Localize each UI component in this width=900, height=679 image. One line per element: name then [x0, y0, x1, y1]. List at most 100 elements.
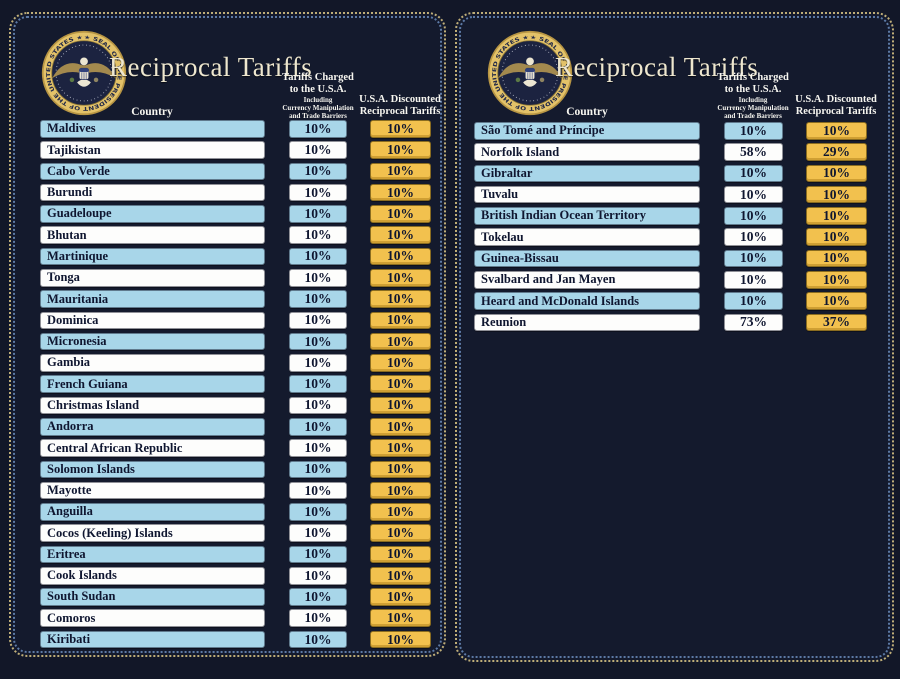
tariff-table: Maldives 10% 10% Tajikistan 10% 10% Cabo Verde… — [11, 120, 444, 652]
table-row: Maldives 10% 10% — [11, 120, 444, 138]
charged-tariff-cell: 10% — [724, 292, 783, 310]
country-cell: Micronesia — [40, 332, 265, 351]
table-row: Gibraltar 10% 10% — [457, 164, 892, 183]
charged-tariff-cell: 10% — [289, 460, 347, 479]
discounted-tariff-cell: 10% — [806, 122, 867, 140]
discounted-tariff-cell: 10% — [370, 120, 431, 138]
charged-header-fineprint: Including Currency Manipulation and Trad… — [253, 96, 383, 120]
column-header-charged: Tariffs Charged to the U.S.A. Including … — [253, 72, 383, 121]
fineprint-line3: and Trade Barriers — [289, 111, 347, 120]
discounted-tariff-cell: 10% — [806, 164, 867, 183]
discounted-tariff-cell: 10% — [370, 162, 431, 181]
charged-tariff-cell: 10% — [289, 503, 347, 521]
discounted-tariff-cell: 10% — [370, 354, 431, 372]
country-cell: Cook Islands — [40, 566, 265, 585]
country-cell: Solomon Islands — [40, 460, 265, 479]
table-row: Martinique 10% 10% — [11, 247, 444, 266]
table-row: Tuvalu 10% 10% — [457, 185, 892, 204]
table-row: Reunion 73% 37% — [457, 313, 892, 332]
country-cell: Tajikistan — [40, 141, 265, 159]
country-cell: Norfolk Island — [474, 143, 700, 161]
charged-header-line2: to the U.S.A. — [724, 84, 782, 96]
country-cell: Martinique — [40, 247, 265, 266]
table-row: South Sudan 10% 10% — [11, 588, 444, 606]
charged-tariff-cell: 10% — [289, 268, 347, 287]
country-cell: Tuvalu — [474, 185, 700, 204]
charged-tariff-cell: 10% — [289, 311, 347, 330]
discounted-tariff-cell: 10% — [370, 417, 431, 436]
discounted-header-line1: U.S.A. Discounted — [359, 94, 441, 105]
discounted-tariff-cell: 10% — [806, 185, 867, 204]
table-row: Mauritania 10% 10% — [11, 290, 444, 308]
discounted-tariff-cell: 10% — [806, 292, 867, 310]
charged-tariff-cell: 10% — [289, 332, 347, 351]
discounted-tariff-cell: 10% — [370, 183, 431, 202]
table-row: São Tomé and Príncipe 10% 10% — [457, 122, 892, 140]
country-cell: South Sudan — [40, 588, 265, 606]
country-cell: Burundi — [40, 183, 265, 202]
table-row: Heard and McDonald Islands 10% 10% — [457, 292, 892, 310]
table-row: Christmas Island 10% 10% — [11, 396, 444, 415]
table-row: Tajikistan 10% 10% — [11, 141, 444, 159]
table-row: Cook Islands 10% 10% — [11, 566, 444, 585]
country-cell: British Indian Ocean Territory — [474, 207, 700, 225]
table-row: French Guiana 10% 10% — [11, 375, 444, 393]
tariff-board-right: ★ SEAL OF THE PRESIDENT OF THE UNITED ST… — [455, 12, 894, 662]
column-header-charged: Tariffs Charged to the U.S.A. Including … — [688, 72, 818, 121]
country-cell: Svalbard and Jan Mayen — [474, 270, 700, 289]
charged-header-line2: to the U.S.A. — [289, 84, 347, 96]
table-row: Dominica 10% 10% — [11, 311, 444, 330]
country-cell: Anguilla — [40, 503, 265, 521]
country-cell: Maldives — [40, 120, 265, 138]
discounted-tariff-cell: 10% — [370, 481, 431, 500]
country-cell: Central African Republic — [40, 439, 265, 457]
table-row: Tonga 10% 10% — [11, 268, 444, 287]
country-cell: Gambia — [40, 354, 265, 372]
country-cell: Christmas Island — [40, 396, 265, 415]
charged-tariff-cell: 10% — [289, 545, 347, 564]
charged-header-line1: Tariffs Charged — [717, 72, 789, 83]
presidential-seal-icon: ★ SEAL OF THE PRESIDENT OF THE UNITED ST… — [487, 30, 573, 116]
table-row: Anguilla 10% 10% — [11, 503, 444, 521]
charged-tariff-cell: 10% — [289, 247, 347, 266]
charged-tariff-cell: 10% — [289, 630, 347, 649]
table-row: Burundi 10% 10% — [11, 183, 444, 202]
country-cell: Andorra — [40, 417, 265, 436]
table-row: Bhutan 10% 10% — [11, 226, 444, 244]
discounted-tariff-cell: 10% — [806, 228, 867, 246]
discounted-tariff-cell: 10% — [370, 630, 431, 649]
charged-tariff-cell: 10% — [289, 396, 347, 415]
table-row: Guadeloupe 10% 10% — [11, 205, 444, 223]
country-cell: Reunion — [474, 313, 700, 332]
discounted-tariff-cell: 37% — [806, 313, 867, 332]
charged-tariff-cell: 73% — [724, 313, 783, 332]
charged-tariff-cell: 10% — [289, 566, 347, 585]
fineprint-line1: Including — [738, 96, 768, 105]
discounted-tariff-cell: 10% — [370, 205, 431, 223]
discounted-tariff-cell: 10% — [370, 268, 431, 287]
tariff-table: São Tomé and Príncipe 10% 10% Norfolk Islan… — [457, 122, 892, 335]
table-row: Comoros 10% 10% — [11, 609, 444, 628]
table-row: Central African Republic 10% 10% — [11, 439, 444, 457]
discounted-tariff-cell: 10% — [370, 396, 431, 415]
country-cell: Eritrea — [40, 545, 265, 564]
charged-tariff-cell: 10% — [289, 226, 347, 244]
country-cell: Bhutan — [40, 226, 265, 244]
country-cell: Mayotte — [40, 481, 265, 500]
charged-tariff-cell: 10% — [289, 417, 347, 436]
discounted-tariff-cell: 10% — [370, 290, 431, 308]
country-cell: Tokelau — [474, 228, 700, 246]
country-cell: Gibraltar — [474, 164, 700, 183]
discounted-tariff-cell: 10% — [370, 226, 431, 244]
charged-tariff-cell: 10% — [289, 354, 347, 372]
charged-tariff-cell: 10% — [289, 162, 347, 181]
charged-tariff-cell: 10% — [724, 207, 783, 225]
fineprint-line2: Currency Manipulation — [717, 103, 789, 112]
discounted-tariff-cell: 10% — [370, 311, 431, 330]
discounted-tariff-cell: 10% — [806, 207, 867, 225]
table-row: Solomon Islands 10% 10% — [11, 460, 444, 479]
column-header-discounted: U.S.A. Discounted Reciprocal Tariffs — [771, 94, 900, 118]
table-row: Cocos (Keeling) Islands 10% 10% — [11, 524, 444, 542]
charged-tariff-cell: 10% — [289, 205, 347, 223]
